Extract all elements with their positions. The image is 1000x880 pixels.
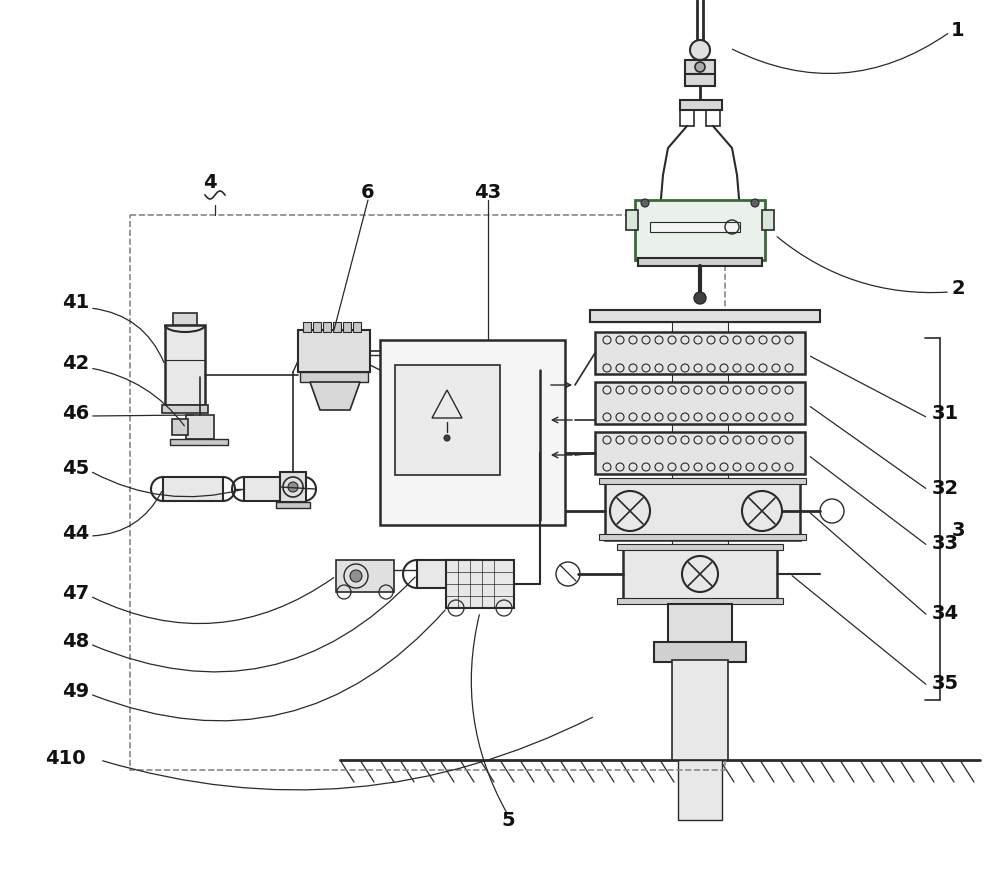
Text: 410: 410: [45, 749, 86, 767]
Text: 6: 6: [361, 182, 375, 202]
Text: 41: 41: [62, 292, 89, 312]
Bar: [638, 258, 762, 266]
Bar: [323, 322, 331, 332]
Bar: [446, 560, 514, 608]
Bar: [417, 560, 473, 588]
Bar: [680, 110, 694, 126]
Text: 47: 47: [62, 583, 89, 603]
Bar: [276, 502, 310, 508]
Bar: [680, 100, 722, 110]
Text: 43: 43: [474, 182, 502, 202]
Bar: [353, 322, 361, 332]
Bar: [172, 419, 188, 435]
Bar: [654, 642, 746, 662]
Bar: [626, 210, 638, 230]
Bar: [595, 332, 805, 374]
Text: 2: 2: [951, 278, 965, 297]
Circle shape: [690, 40, 710, 60]
Bar: [595, 382, 805, 424]
Text: 44: 44: [62, 524, 89, 542]
Bar: [186, 415, 214, 439]
Bar: [762, 210, 774, 230]
Bar: [380, 340, 565, 525]
Circle shape: [350, 570, 362, 582]
Text: 33: 33: [932, 533, 959, 553]
Text: 31: 31: [932, 404, 959, 422]
Bar: [300, 372, 368, 382]
Bar: [298, 330, 370, 372]
Bar: [668, 604, 732, 644]
Text: 3: 3: [951, 520, 965, 539]
Bar: [343, 322, 351, 332]
Text: 49: 49: [62, 681, 89, 700]
Bar: [706, 110, 720, 126]
Bar: [605, 482, 800, 540]
Bar: [685, 60, 715, 74]
Circle shape: [288, 482, 298, 492]
Text: 5: 5: [501, 810, 515, 830]
Circle shape: [641, 199, 649, 207]
Text: 32: 32: [932, 479, 959, 497]
Bar: [303, 322, 311, 332]
Bar: [130, 215, 725, 770]
Circle shape: [444, 435, 450, 441]
Bar: [336, 560, 394, 592]
Bar: [623, 548, 777, 600]
Text: 42: 42: [62, 354, 89, 372]
Bar: [672, 660, 728, 760]
Text: 35: 35: [932, 673, 959, 693]
Bar: [162, 405, 208, 413]
Text: 4: 4: [203, 172, 217, 192]
Bar: [635, 200, 765, 260]
Bar: [617, 598, 783, 604]
Bar: [650, 222, 740, 232]
Bar: [672, 322, 728, 602]
Bar: [333, 322, 341, 332]
Bar: [170, 439, 228, 445]
Text: 45: 45: [62, 458, 89, 478]
Bar: [173, 313, 197, 325]
Bar: [280, 472, 306, 502]
Bar: [165, 325, 205, 405]
Bar: [599, 534, 806, 540]
Circle shape: [694, 292, 706, 304]
Bar: [678, 760, 722, 820]
Bar: [163, 477, 223, 501]
Bar: [685, 74, 715, 86]
Bar: [590, 310, 820, 322]
Polygon shape: [310, 382, 360, 410]
Bar: [313, 322, 321, 332]
Bar: [617, 544, 783, 550]
Bar: [395, 365, 500, 475]
Bar: [599, 478, 806, 484]
Bar: [244, 477, 304, 501]
Text: 48: 48: [62, 632, 89, 650]
Text: 34: 34: [932, 604, 959, 622]
Bar: [595, 432, 805, 474]
Text: 46: 46: [62, 404, 89, 422]
Circle shape: [751, 199, 759, 207]
Text: 1: 1: [951, 20, 965, 40]
Circle shape: [695, 62, 705, 72]
